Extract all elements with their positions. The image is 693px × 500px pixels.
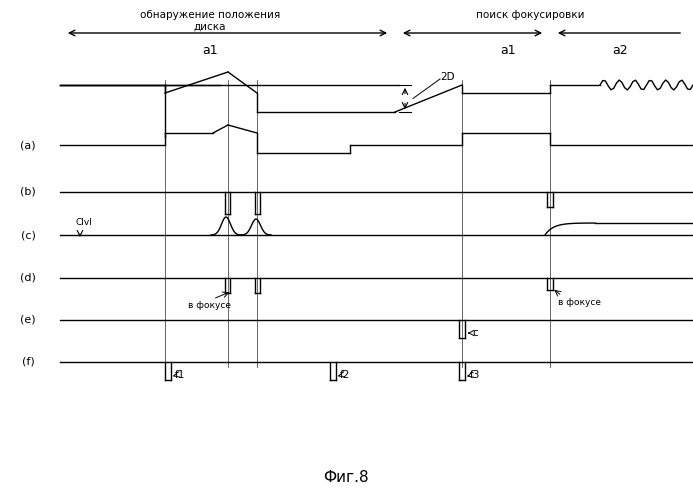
Text: (f): (f) xyxy=(21,357,35,367)
Text: f3: f3 xyxy=(470,370,480,380)
Text: в фокусе: в фокусе xyxy=(188,301,231,310)
Text: (b): (b) xyxy=(20,187,36,197)
Text: c: c xyxy=(472,328,477,338)
Text: 2D: 2D xyxy=(440,72,455,82)
Text: (d): (d) xyxy=(20,273,36,283)
Text: Фиг.8: Фиг.8 xyxy=(323,470,369,486)
Text: Clvl: Clvl xyxy=(75,218,92,227)
Text: (c): (c) xyxy=(21,230,35,240)
Text: (a): (a) xyxy=(20,140,36,150)
Text: a2: a2 xyxy=(612,44,628,57)
Text: a1: a1 xyxy=(202,44,218,57)
Text: диска: диска xyxy=(194,22,226,32)
Text: в фокусе: в фокусе xyxy=(558,298,601,307)
Text: f2: f2 xyxy=(340,370,351,380)
Text: a1: a1 xyxy=(500,44,516,57)
Text: поиск фокусировки: поиск фокусировки xyxy=(476,10,584,20)
Text: f1: f1 xyxy=(175,370,185,380)
Text: (e): (e) xyxy=(20,315,36,325)
Text: обнаружение положения: обнаружение положения xyxy=(140,10,280,20)
